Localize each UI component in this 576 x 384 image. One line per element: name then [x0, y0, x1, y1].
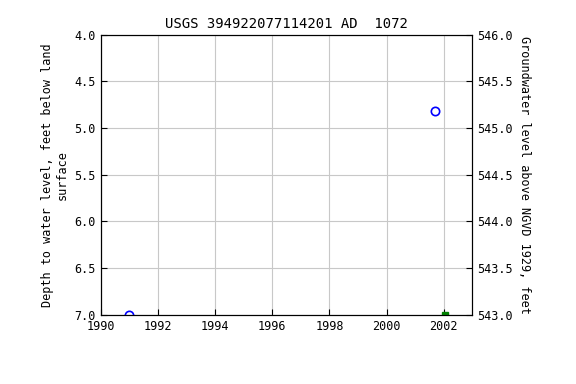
Y-axis label: Depth to water level, feet below land
surface: Depth to water level, feet below land su…: [41, 43, 69, 306]
Y-axis label: Groundwater level above NGVD 1929, feet: Groundwater level above NGVD 1929, feet: [518, 36, 532, 314]
Title: USGS 394922077114201 AD  1072: USGS 394922077114201 AD 1072: [165, 17, 408, 31]
